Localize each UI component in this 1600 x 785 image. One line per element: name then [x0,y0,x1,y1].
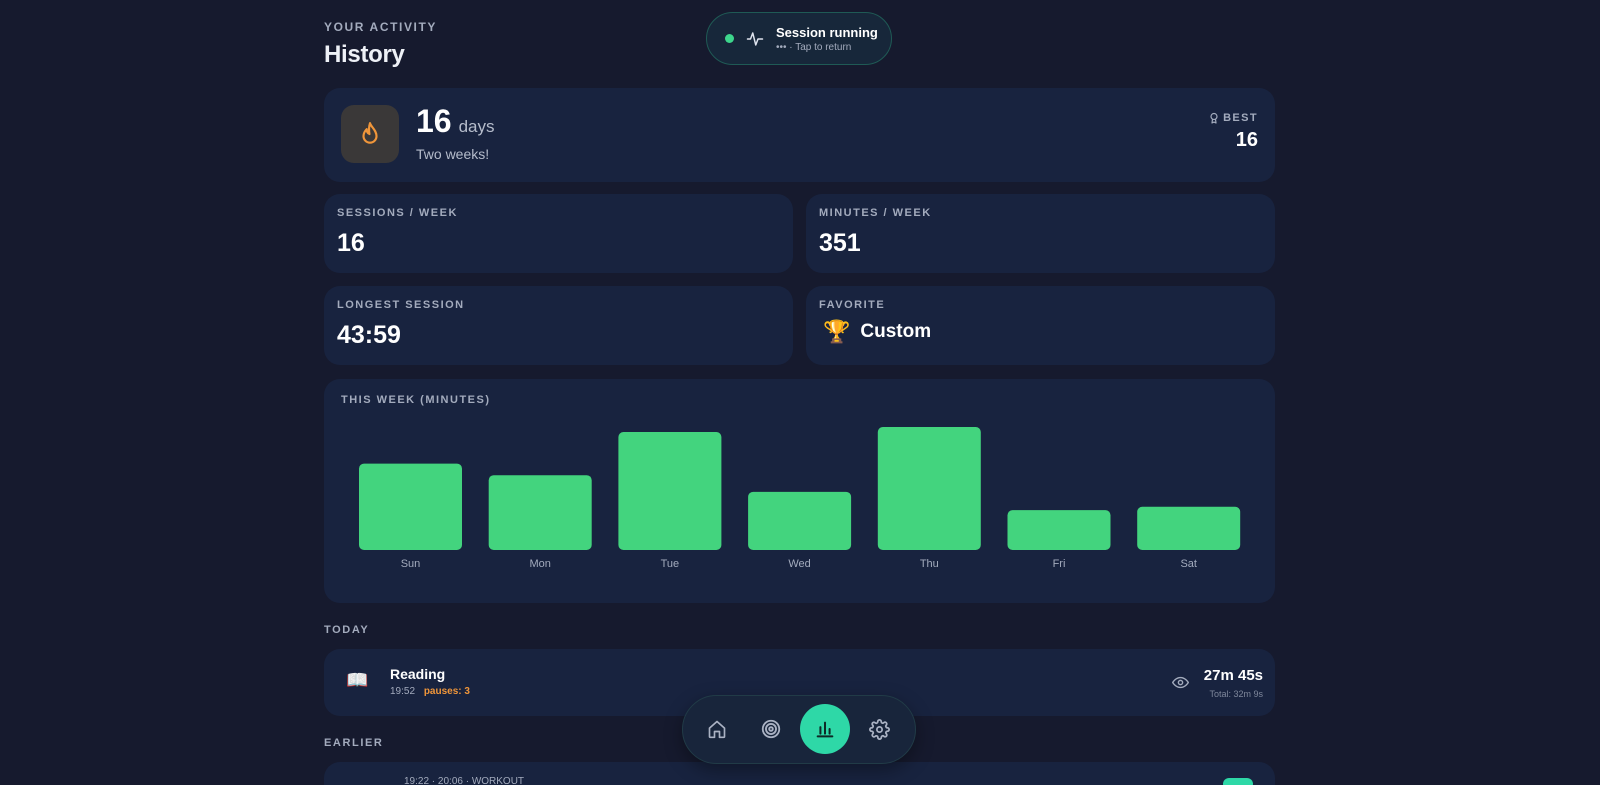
pulse-icon [746,31,764,46]
stat-value: 43:59 [337,321,401,349]
flame-icon-box [341,105,399,163]
stat-label: FAVORITE [819,299,886,311]
stat-label: LONGEST SESSION [337,299,465,311]
nav-home-button[interactable] [692,704,742,754]
activity-summary: 19:22 · 20:06 · WORKOUT [404,776,525,785]
weekly-bar-chart: Sun Mon Tue Wed Thu Fri Sat [359,427,1241,570]
trophy-outline-icon [1210,112,1218,124]
activity-row[interactable]: 📖 Reading 19:52 pauses: 3 27m 45s Total:… [324,649,1275,716]
best-value: 16 [1235,129,1258,151]
section-label-earlier: EARLIER [324,737,384,749]
activity-name: Reading [390,666,446,682]
session-pill-subtitle: ••• · Tap to return [776,41,852,53]
chart-bar-thu [877,427,981,550]
page-header: YOUR ACTIVITY History [324,20,437,69]
bottom-nav [682,695,916,764]
flame-icon [362,122,378,144]
streak-number: 16 [416,103,452,139]
chart-tick-label: Tue [661,558,680,570]
chart-bar-fri [1007,510,1111,550]
chart-tick-label: Sat [1180,558,1197,570]
chart-title: THIS WEEK (MINUTES) [341,394,491,406]
streak-count: 16 days [416,103,495,140]
eye-icon[interactable] [1172,674,1189,691]
trophy-icon: 🏆 [823,319,851,344]
page-title: History [324,41,405,68]
nav-settings-button[interactable] [854,704,904,754]
chart-bar-wed [748,491,852,550]
chart-tick-label: Wed [788,558,810,570]
activity-time: 19:52 [390,686,416,697]
best-label-row: BEST [1208,112,1258,124]
stat-value: 16 [337,229,365,257]
status-badge [1223,778,1253,785]
activity-total: Total: 32m 9s [1209,689,1263,699]
best-label: BEST [1223,112,1258,124]
best-streak: BEST 16 [1208,112,1258,152]
streak-subtitle: Two weeks! [416,146,490,162]
session-pill-text: Session running ••• · Tap to return [776,25,878,53]
page-eyebrow: YOUR ACTIVITY [324,20,438,34]
chart-tick-label: Sun [401,558,421,570]
gear-icon [868,718,890,740]
target-icon [761,719,781,739]
session-pill-title: Session running [776,24,878,40]
section-label-today: TODAY [324,624,370,636]
stat-card-favorite: FAVORITE 🏆 Custom [806,286,1275,365]
activity-row[interactable]: 19:22 · 20:06 · WORKOUT [324,762,1275,785]
chart-bar-sun [359,463,462,550]
favorite-value-row: 🏆 Custom [823,321,931,343]
activity-pauses: pauses: 3 [423,686,470,697]
streak-card: 16 days Two weeks! BEST 16 [324,88,1275,182]
stat-card-minutes-week: MINUTES / WEEK 351 [806,194,1275,273]
chart-tick-label: Fri [1053,558,1066,570]
chart-bar-tue [618,431,722,550]
favorite-name: Custom [860,321,932,342]
activity-duration: 27m 45s [1203,667,1263,684]
stat-label: MINUTES / WEEK [819,207,932,219]
live-status-dot [725,34,734,43]
activity-meta: 19:52 pauses: 3 [390,686,470,697]
book-icon: 📖 [346,670,369,690]
chart-tick-label: Mon [529,558,550,570]
stat-card-sessions-week: SESSIONS / WEEK 16 [324,194,793,273]
nav-focus-button[interactable] [746,704,796,754]
stat-card-longest-session: LONGEST SESSION 43:59 [324,286,793,365]
chart-bar-mon [488,475,592,550]
chart-tick-label: Thu [920,558,939,570]
nav-history-button[interactable] [800,704,850,754]
streak-unit: days [458,117,495,136]
chart-bar-sat [1137,506,1241,550]
stat-value: 351 [819,229,861,257]
stat-label: SESSIONS / WEEK [337,207,458,219]
weekly-chart-card: THIS WEEK (MINUTES) Sun Mon Tue Wed Thu Fri Sa… [324,379,1275,603]
session-running-pill[interactable]: Session running ••• · Tap to return [706,12,892,65]
home-icon [708,720,726,739]
bar-chart-icon [816,721,834,738]
